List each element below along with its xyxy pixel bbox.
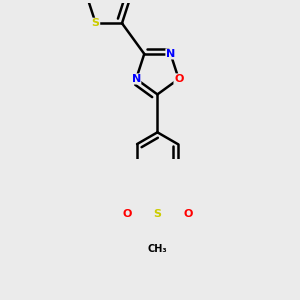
- Text: O: O: [174, 74, 183, 84]
- Text: CH₃: CH₃: [148, 244, 167, 254]
- Text: O: O: [122, 209, 132, 219]
- Text: S: S: [92, 18, 100, 28]
- Text: S: S: [153, 209, 161, 219]
- Text: O: O: [183, 209, 192, 219]
- Text: N: N: [166, 49, 175, 59]
- Text: N: N: [131, 74, 141, 84]
